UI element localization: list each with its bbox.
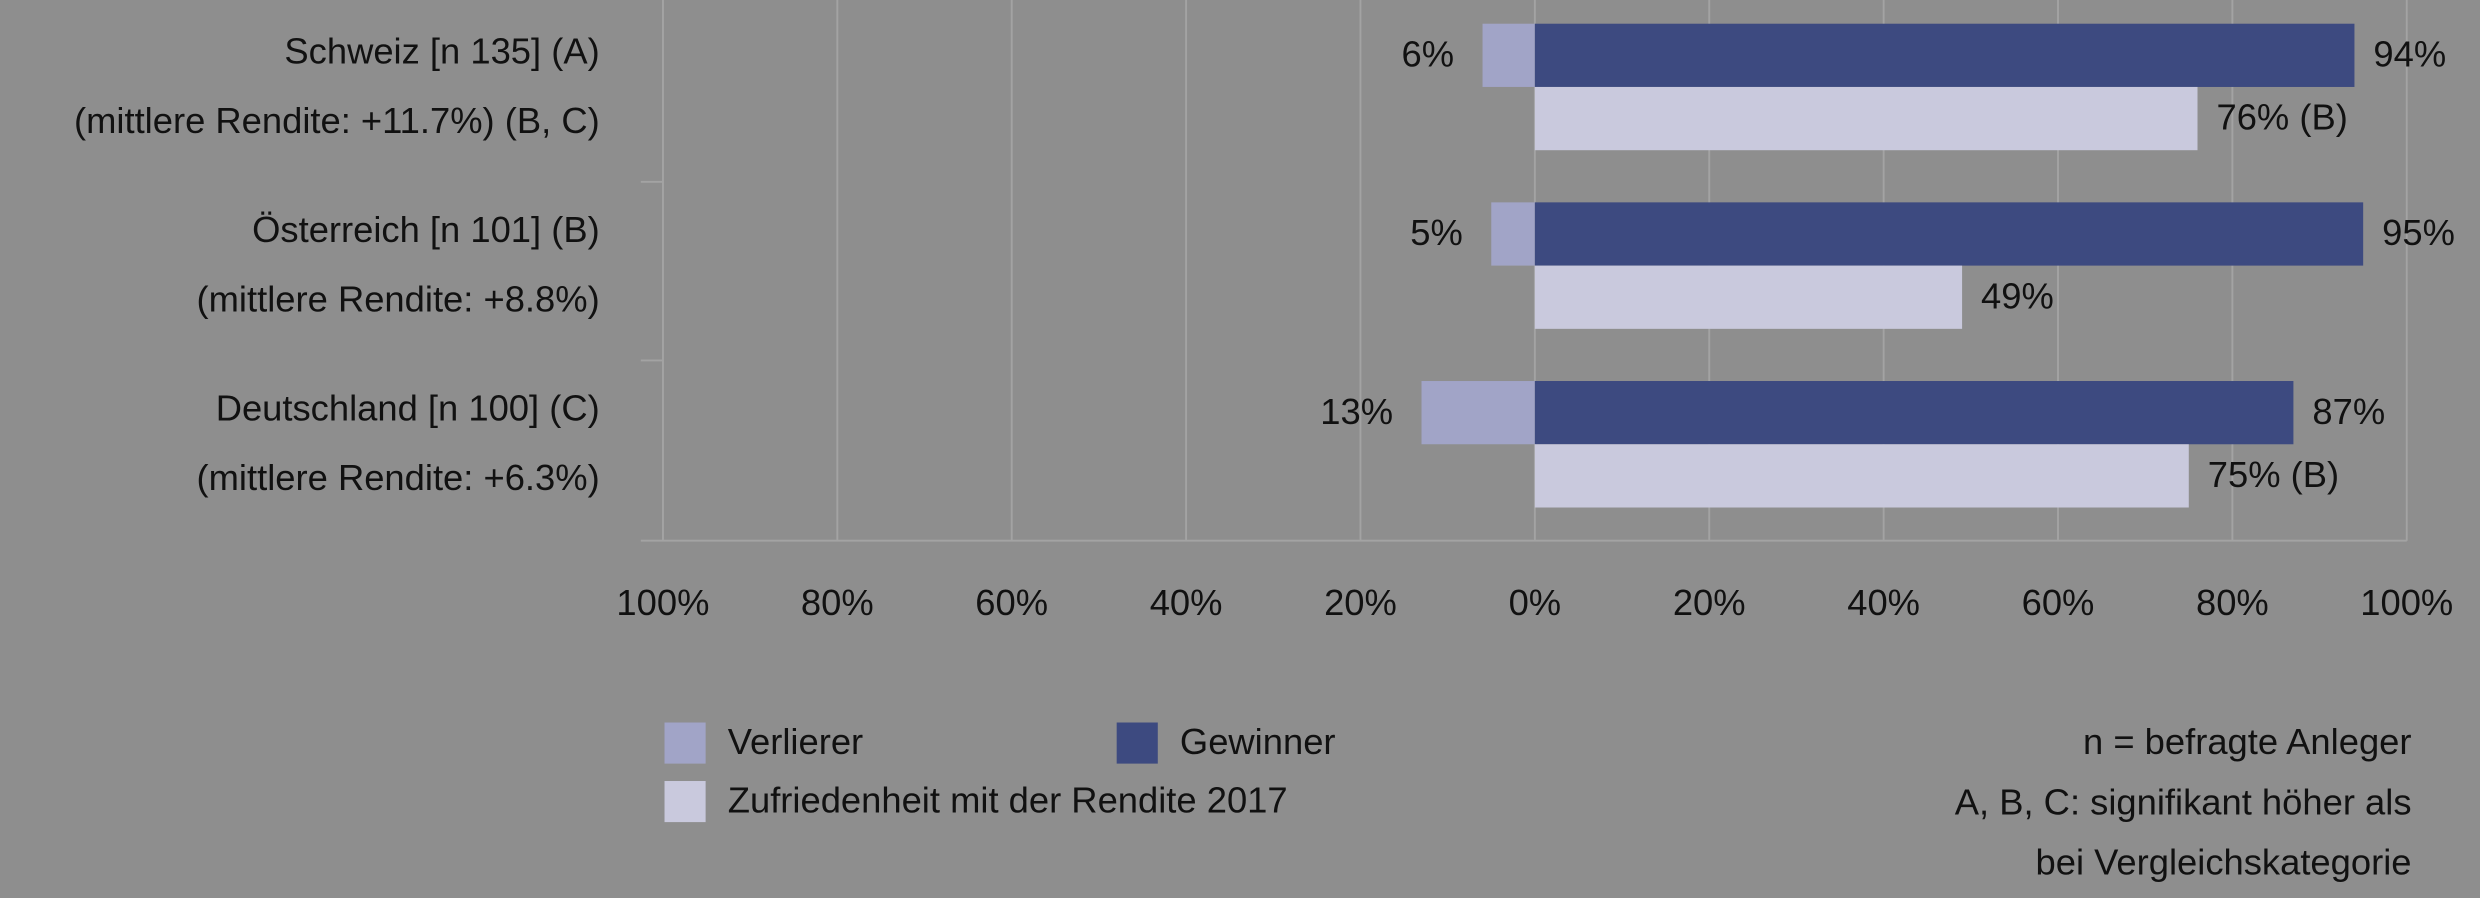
legend-swatch [664,781,706,823]
category-label: Deutschland [n 100] (C) [216,388,600,429]
category-note: (mittlere Rendite: +6.3%) [197,457,600,498]
value-label: 5% [1410,212,1463,253]
x-tick-label: 40% [1847,582,1920,623]
x-tick-label: 20% [1673,582,1746,623]
x-tick-label: 100% [616,582,709,623]
x-tick-label: 20% [1324,582,1397,623]
bar [1534,202,2364,266]
x-tick-label: 60% [975,582,1048,623]
legend-label: Zufriedenheit mit der Rendite 2017 [728,780,1288,821]
category-note: (mittlere Rendite: +8.8%) [197,279,600,320]
value-label: 13% [1320,391,1393,432]
legend-swatch [1116,722,1158,764]
x-tick-label: 40% [1150,582,1223,623]
legend-label: Gewinner [1180,721,1336,762]
footnote: A, B, C: signifikant höher als [1955,781,2412,822]
bar [1482,23,1535,87]
bar [1534,86,2198,151]
value-label: 49% [1981,275,2054,316]
category-note: (mittlere Rendite: +11.7%) (B, C) [74,100,600,141]
value-label: 75% (B) [2208,454,2339,495]
category-label: Schweiz [n 135] (A) [284,30,599,71]
bar [1534,23,2355,87]
value-label: 87% [2312,391,2385,432]
legend-swatch [664,722,706,764]
category-label: Österreich [n 101] (B) [252,209,600,250]
bar [1491,202,1535,266]
bar [1421,381,1535,445]
footnote: n = befragte Anleger [2083,721,2412,762]
x-tick-label: 80% [2196,582,2269,623]
value-label: 6% [1402,34,1455,75]
bar [1534,265,1963,329]
value-label: 95% [2382,212,2455,253]
value-label: 76% (B) [2216,97,2347,138]
footnote: bei Vergleichskategorie [2036,841,2412,882]
value-label: 94% [2373,34,2446,75]
x-tick-label: 100% [2360,582,2453,623]
x-tick-label: 80% [801,582,874,623]
x-tick-label: 60% [2022,582,2095,623]
bar [1534,381,2294,445]
x-tick-label: 0% [1509,582,1562,623]
legend-label: Verlierer [728,721,863,762]
bar [1534,444,2189,508]
